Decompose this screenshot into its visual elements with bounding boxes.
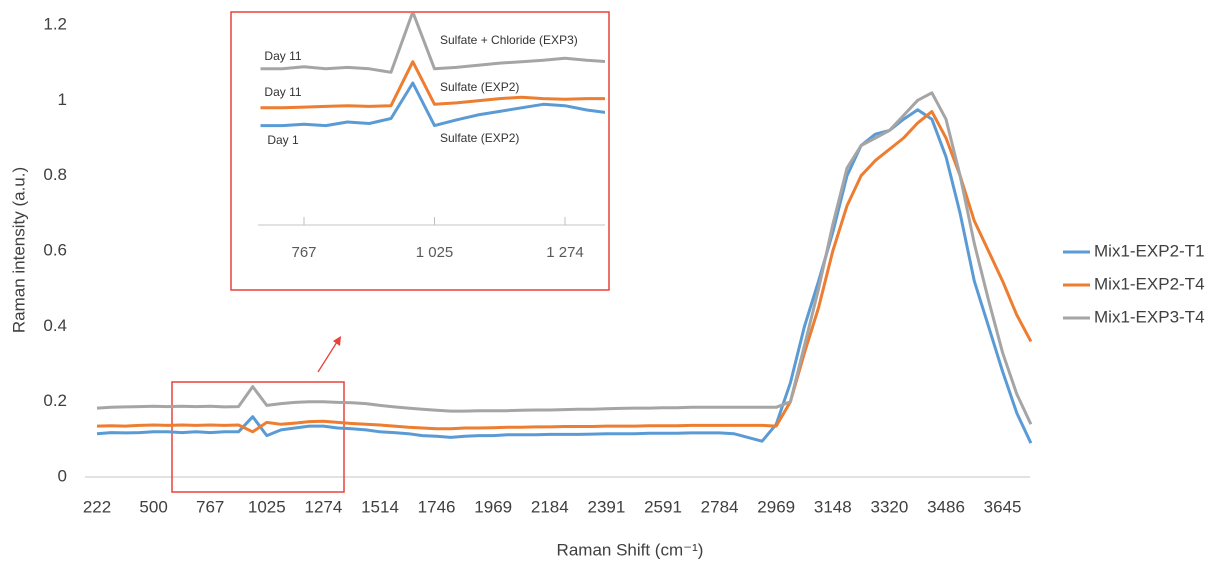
x-tick-label: 1514 [361, 497, 399, 516]
x-tick-label: 3148 [814, 497, 852, 516]
y-tick-label: 1 [58, 90, 67, 109]
x-tick-label: 2784 [701, 497, 739, 516]
line-series [260, 81, 605, 128]
x-tick-label: 222 [83, 497, 111, 516]
y-tick-label: 0.2 [43, 391, 67, 410]
legend-label: Mix1-EXP2-T1 [1094, 241, 1205, 260]
line-series [96, 108, 1033, 444]
annotation: Day 11 [264, 49, 301, 63]
x-tick-label: 500 [139, 497, 167, 516]
y-tick-label: 0.8 [43, 165, 67, 184]
x-tick-label: 1746 [418, 497, 456, 516]
line-series [96, 110, 1033, 434]
annotation: Sulfate + Chloride (EXP3) [440, 33, 578, 47]
line-series [260, 13, 605, 74]
arrow-head [333, 336, 341, 346]
line-series [96, 91, 1033, 425]
main-plot [96, 91, 1033, 444]
x-tick-label: 1274 [304, 497, 342, 516]
annotation: Sulfate (EXP2) [440, 131, 519, 145]
overlay: 0 0.2 0.4 0.6 0.8 1 1.2 222 500 767 1025 1274 1514 17… [43, 14, 1204, 516]
annotation: Day 11 [264, 85, 301, 99]
x-tick-label: 1969 [474, 497, 512, 516]
x-tick-label: 1025 [248, 497, 286, 516]
inset-x-tick-label: 1 274 [546, 244, 584, 261]
x-tick-label: 2969 [757, 497, 795, 516]
x-tick-label: 2184 [531, 497, 569, 516]
x-tick-label: 2391 [587, 497, 625, 516]
inset-x-tick-label: 767 [291, 244, 316, 261]
y-axis-title: Raman intensity (a.u.) [9, 167, 28, 333]
x-tick-label: 767 [196, 497, 224, 516]
inset-frame [230, 11, 610, 291]
y-tick-label: 1.2 [43, 14, 67, 33]
zoom-box [171, 381, 345, 493]
annotation: Day 1 [267, 133, 299, 147]
legend-label: Mix1-EXP2-T4 [1094, 274, 1205, 293]
x-tick-label: 3486 [927, 497, 965, 516]
annotation: Sulfate (EXP2) [440, 80, 519, 94]
x-tick-label: 3320 [870, 497, 908, 516]
line-series [260, 60, 605, 110]
inset-x-tick-label: 1 025 [416, 244, 454, 261]
legend-label: Mix1-EXP3-T4 [1094, 307, 1205, 326]
y-tick-label: 0 [58, 466, 67, 485]
zoom-arrow [317, 341, 338, 373]
x-tick-label: 2591 [644, 497, 682, 516]
inset-plot [260, 13, 605, 128]
x-tick-label: 3645 [984, 497, 1022, 516]
x-axis-title: Raman Shift (cm⁻¹) [557, 540, 704, 559]
y-tick-label: 0.4 [43, 316, 67, 335]
y-tick-label: 0.6 [43, 240, 67, 259]
